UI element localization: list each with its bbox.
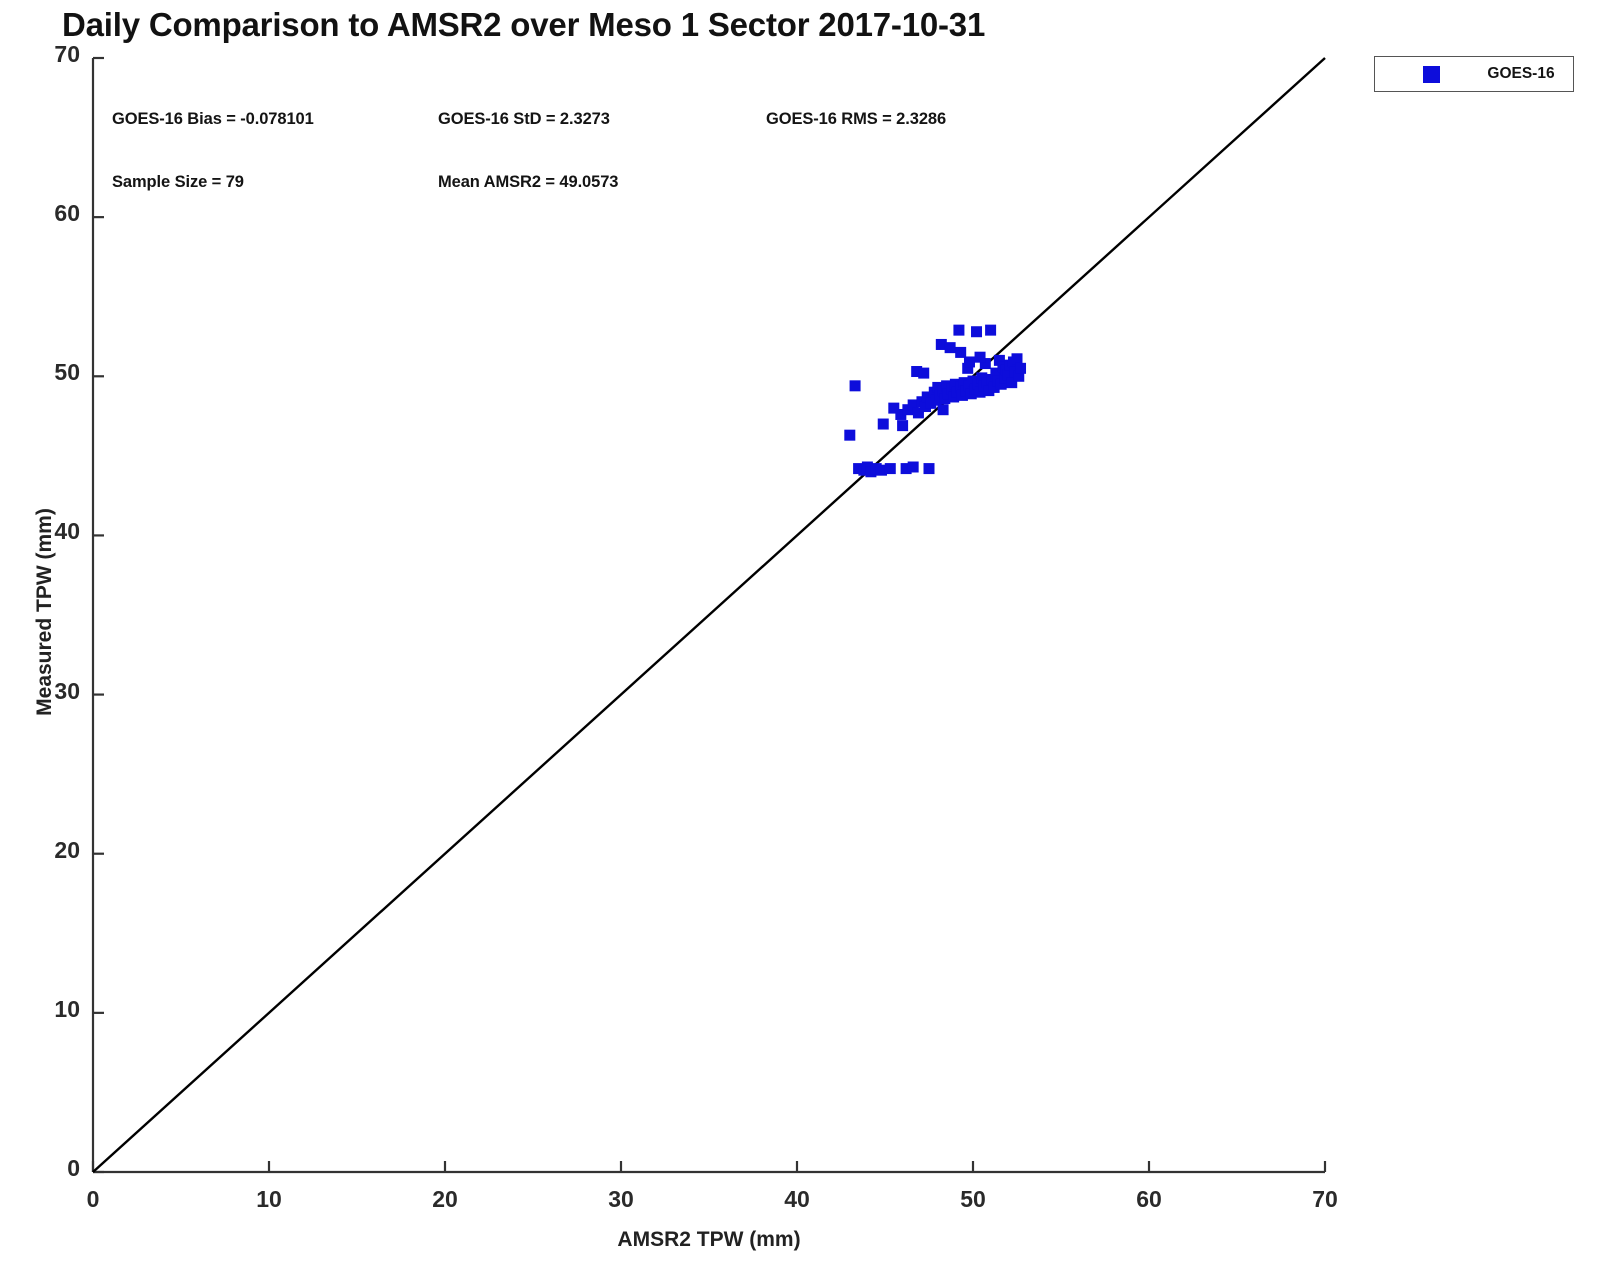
y-tick-label: 50 [54, 359, 80, 386]
scatter-marker [974, 351, 986, 363]
scatter-marker [895, 408, 907, 420]
scatter-marker [955, 346, 967, 358]
scatter-marker [985, 324, 997, 336]
annotation-sample-size: Sample Size = 79 [112, 173, 244, 191]
legend: GOES-16 [1374, 56, 1574, 92]
x-tick-label: 10 [256, 1186, 282, 1212]
annotation-std: GOES-16 StD = 2.3273 [438, 110, 610, 128]
annotation-mean-amsr2: Mean AMSR2 = 49.0573 [438, 173, 619, 191]
scatter-marker [963, 356, 975, 368]
chart-title: Daily Comparison to AMSR2 over Meso 1 Se… [62, 6, 986, 43]
scatter-marker [1013, 370, 1025, 382]
scatter-marker [1011, 353, 1023, 365]
y-tick-label: 60 [54, 200, 80, 227]
scatter-marker [1006, 377, 1018, 389]
scatter-marker [1015, 362, 1027, 374]
scatter-marker [944, 342, 956, 354]
y-tick-label: 40 [54, 518, 80, 545]
scatter-marker [1002, 369, 1014, 381]
scatter-marker [912, 407, 924, 419]
scatter-marker [900, 463, 912, 475]
scatter-marker [990, 367, 1002, 379]
scatter-marker [962, 362, 974, 374]
scatter-marker [884, 463, 896, 475]
scatter-marker [877, 418, 889, 430]
scatter-marker [995, 378, 1007, 390]
scatter-marker [937, 404, 949, 416]
scatter-marker [907, 461, 919, 473]
scatter-marker [907, 399, 919, 411]
scatter-marker [935, 338, 947, 350]
scatter-marker [993, 354, 1005, 366]
scatter-marker [897, 420, 909, 432]
scatter-marker [875, 464, 887, 476]
x-tick-label: 20 [432, 1186, 458, 1212]
scatter-marker [918, 367, 930, 379]
scatter-marker [888, 402, 900, 414]
legend-label-goes-16: GOES-16 [1487, 65, 1555, 82]
x-tick-label: 40 [784, 1186, 810, 1212]
reference-line-one-to-one [92, 57, 1326, 1173]
y-tick-label: 20 [54, 836, 80, 863]
legend-marker-goes-16 [1423, 65, 1440, 83]
annotation-rms: GOES-16 RMS = 2.3286 [766, 110, 947, 128]
x-axis-label: AMSR2 TPW (mm) [617, 1228, 801, 1251]
scatter-marker [988, 381, 1000, 393]
scatter-marker [979, 358, 991, 370]
scatter-marker [974, 386, 986, 398]
annotation-bias: GOES-16 Bias = -0.078101 [112, 110, 314, 128]
x-tick-label: 0 [86, 1186, 100, 1212]
scatter-marker [844, 429, 856, 441]
scatter-marker [953, 324, 965, 336]
x-tick-label: 60 [1136, 1186, 1162, 1212]
y-tick-label: 0 [67, 1155, 80, 1181]
y-tick-label: 70 [54, 41, 80, 67]
x-tick-label: 30 [608, 1186, 634, 1212]
scatter-marker [921, 391, 933, 403]
x-tick-label: 70 [1312, 1186, 1338, 1212]
y-tick-label: 30 [54, 677, 80, 704]
scatter-marker [849, 380, 861, 392]
y-tick-label: 10 [54, 995, 80, 1022]
scatter-marker [971, 326, 983, 338]
scatter-marker [911, 366, 923, 378]
x-tick-label: 50 [960, 1186, 986, 1212]
scatter-marker [923, 463, 935, 475]
